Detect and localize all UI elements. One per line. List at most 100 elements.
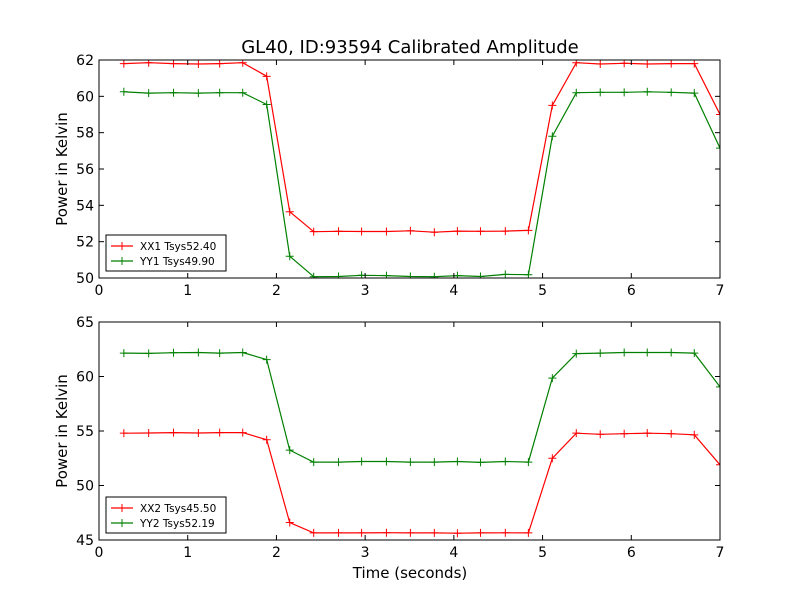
data-point bbox=[430, 528, 439, 537]
data-point bbox=[285, 252, 294, 261]
legend-marker bbox=[118, 504, 126, 512]
data-point bbox=[194, 60, 203, 68]
series-2-2 bbox=[119, 348, 720, 467]
data-point bbox=[690, 349, 699, 358]
data-point bbox=[716, 382, 720, 391]
data-point bbox=[262, 100, 271, 109]
series-2-1 bbox=[119, 428, 720, 538]
data-point bbox=[334, 227, 343, 236]
legend-label: YY1 Tsys49.90 bbox=[139, 256, 215, 268]
x-tick-label: 7 bbox=[716, 283, 725, 299]
data-point bbox=[215, 60, 224, 68]
data-point bbox=[215, 349, 224, 358]
data-point bbox=[285, 518, 294, 527]
data-point bbox=[524, 458, 533, 467]
data-point bbox=[144, 89, 153, 98]
data-point bbox=[382, 227, 391, 236]
data-point bbox=[667, 348, 676, 357]
data-point bbox=[406, 272, 415, 278]
data-point bbox=[238, 348, 247, 357]
y-tick-label: 52 bbox=[76, 235, 94, 251]
data-point bbox=[215, 428, 224, 437]
data-point bbox=[238, 428, 247, 437]
legend-marker bbox=[118, 242, 126, 250]
data-point bbox=[194, 89, 203, 98]
data-point bbox=[285, 446, 294, 455]
data-point bbox=[476, 227, 485, 236]
legend-label: XX1 Tsys52.40 bbox=[140, 241, 216, 253]
x-tick-label: 2 bbox=[272, 545, 281, 561]
data-point bbox=[406, 226, 415, 235]
y-tick-label: 60 bbox=[76, 89, 94, 105]
figure-title: GL40, ID:93594 Calibrated Amplitude bbox=[241, 37, 579, 58]
data-point bbox=[262, 355, 271, 364]
data-point bbox=[334, 272, 343, 278]
series-line bbox=[123, 62, 720, 233]
data-point bbox=[716, 110, 720, 119]
data-point bbox=[169, 348, 178, 357]
x-tick-label: 7 bbox=[716, 545, 725, 561]
data-point bbox=[169, 60, 178, 68]
data-point bbox=[548, 374, 557, 383]
data-point bbox=[667, 88, 676, 97]
data-point bbox=[501, 270, 510, 278]
data-point bbox=[382, 457, 391, 466]
data-point bbox=[169, 428, 178, 437]
data-point bbox=[476, 272, 485, 278]
data-point bbox=[430, 272, 439, 278]
data-point bbox=[716, 460, 720, 469]
data-point bbox=[194, 428, 203, 437]
data-point bbox=[194, 348, 203, 357]
legend-entry: XX2 Tsys45.50 bbox=[111, 503, 216, 515]
data-point bbox=[144, 349, 153, 358]
data-point bbox=[119, 429, 128, 438]
y-axis-label: Power in Kelvin bbox=[53, 374, 71, 488]
series-1-2 bbox=[119, 87, 720, 278]
data-point bbox=[119, 60, 128, 68]
x-tick-label: 0 bbox=[95, 545, 104, 561]
data-point bbox=[548, 454, 557, 463]
data-point bbox=[524, 270, 533, 278]
data-point bbox=[357, 227, 366, 236]
data-point bbox=[309, 227, 318, 236]
data-point bbox=[620, 88, 629, 97]
data-point bbox=[524, 226, 533, 235]
data-point bbox=[476, 528, 485, 537]
legend-box bbox=[105, 496, 227, 534]
data-point bbox=[430, 228, 439, 237]
data-point bbox=[357, 528, 366, 537]
data-point bbox=[643, 429, 652, 438]
data-point bbox=[716, 144, 720, 153]
data-point bbox=[596, 349, 605, 358]
y-tick-label: 65 bbox=[76, 315, 94, 331]
y-tick-label: 55 bbox=[76, 424, 94, 440]
data-point bbox=[524, 528, 533, 537]
legend-marker bbox=[118, 519, 126, 527]
data-point bbox=[690, 89, 699, 98]
data-point bbox=[119, 87, 128, 96]
data-point bbox=[309, 272, 318, 278]
x-tick-label: 4 bbox=[449, 283, 458, 299]
legend-label: YY2 Tsys52.19 bbox=[139, 518, 215, 530]
y-tick-label: 56 bbox=[76, 162, 94, 178]
data-point bbox=[643, 348, 652, 357]
data-point bbox=[620, 348, 629, 357]
data-point bbox=[501, 528, 510, 537]
legend-entry: YY1 Tsys49.90 bbox=[111, 256, 215, 268]
legend: XX1 Tsys52.40 YY1 Tsys49.90 bbox=[105, 234, 227, 272]
legend-entry: XX1 Tsys52.40 bbox=[111, 241, 216, 253]
data-point bbox=[690, 60, 699, 68]
y-tick-label: 58 bbox=[76, 126, 94, 142]
data-point bbox=[572, 88, 581, 97]
data-point bbox=[119, 349, 128, 358]
data-point bbox=[453, 529, 462, 538]
legend-label: XX2 Tsys45.50 bbox=[140, 503, 216, 515]
data-point bbox=[406, 458, 415, 467]
data-point bbox=[501, 227, 510, 236]
x-tick-label: 0 bbox=[95, 283, 104, 299]
data-point bbox=[596, 430, 605, 439]
data-point bbox=[548, 101, 557, 110]
data-point bbox=[453, 271, 462, 278]
